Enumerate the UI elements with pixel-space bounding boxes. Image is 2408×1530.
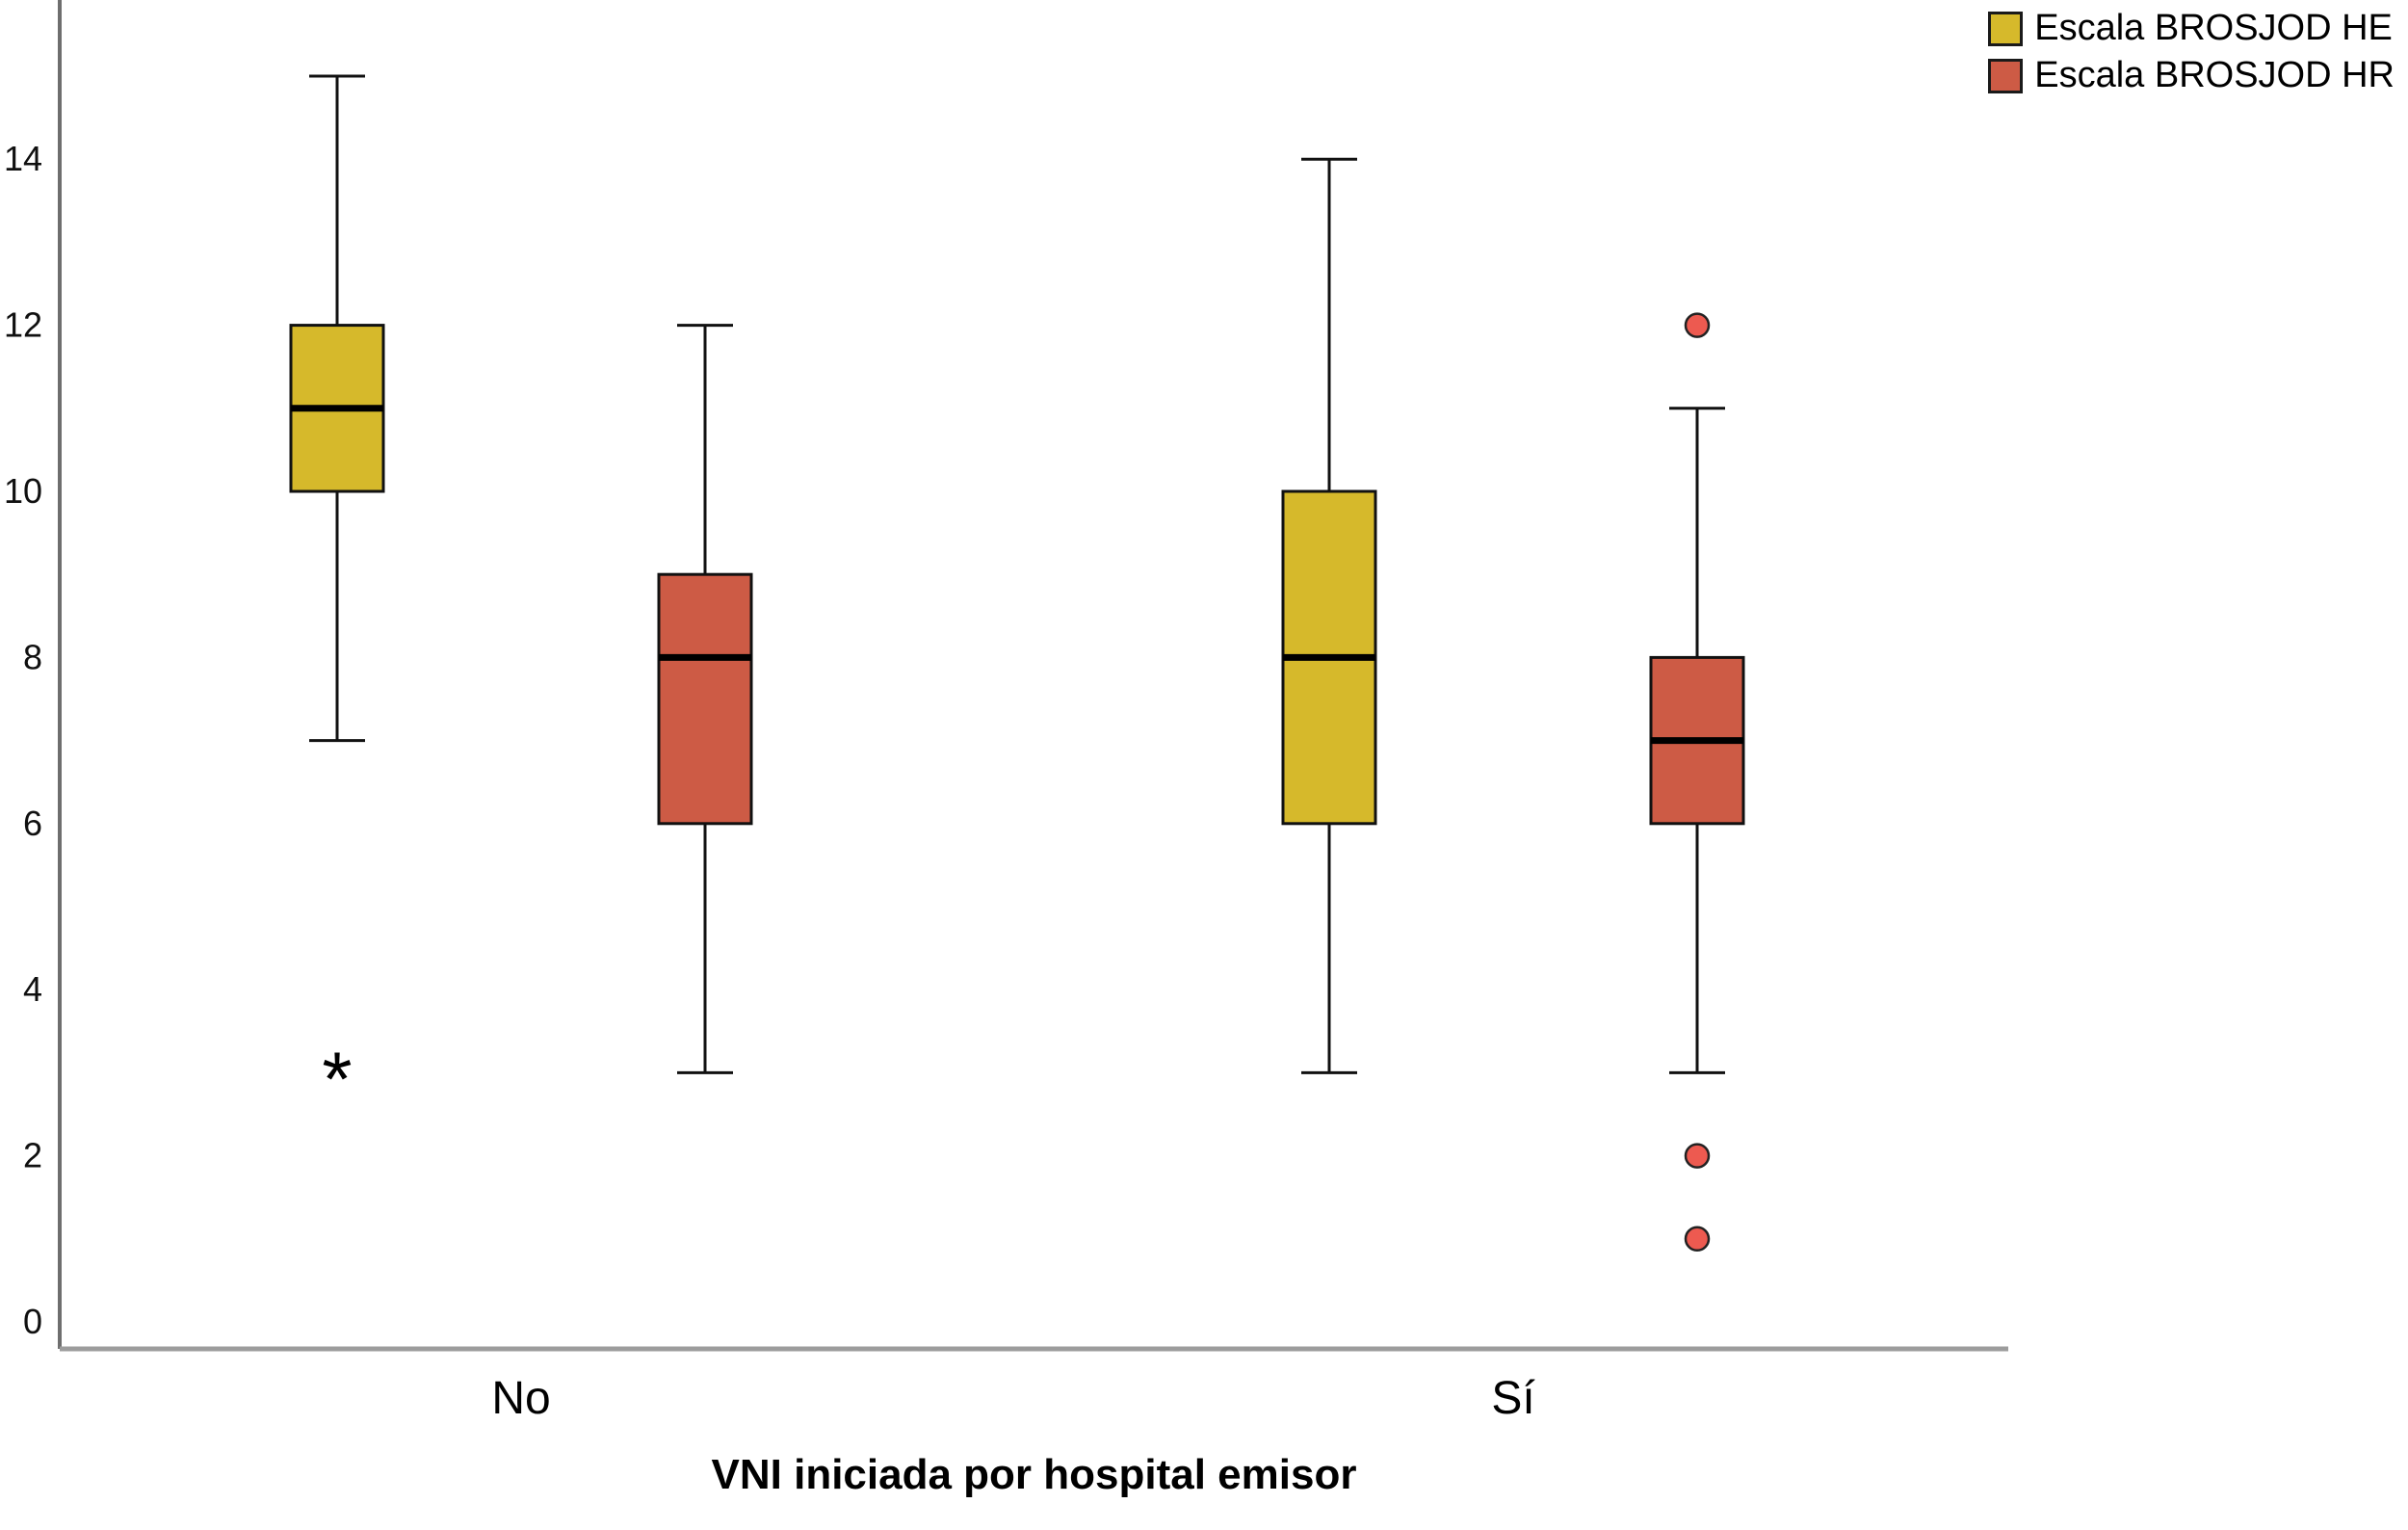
outlier-circle-hr-si-2 [1684, 1143, 1711, 1169]
y-tick-label-8: 8 [23, 637, 42, 676]
y-tick-label-10: 10 [4, 471, 42, 511]
y-tick-label-2: 2 [23, 1136, 42, 1175]
legend-label-he: Escala BROSJOD HE [2034, 8, 2393, 48]
y-tick-label-6: 6 [23, 804, 42, 843]
outlier-circle-hr-si-12 [1684, 312, 1711, 338]
x-category-label-si: Sí [1491, 1373, 1535, 1424]
legend: Escala BROSJOD HE Escala BROSJOD HR [1988, 8, 2395, 96]
iqr-box-hr-no [657, 572, 753, 826]
y-tick-label-12: 12 [4, 305, 42, 345]
y-tick-label-14: 14 [4, 139, 42, 178]
legend-swatch-he-icon [1988, 11, 2024, 46]
legend-item-he: Escala BROSJOD HE [1988, 8, 2395, 49]
outlier-circle-hr-si-1 [1684, 1226, 1711, 1253]
outlier-star-he-no-3: * [322, 1036, 352, 1121]
y-tick-label-4: 4 [23, 969, 42, 1009]
legend-swatch-hr-icon [1988, 58, 2024, 93]
x-axis-title: VNI iniciada por hospital emisor [711, 1451, 1357, 1498]
legend-label-hr: Escala BROSJOD HR [2034, 55, 2395, 95]
x-category-label-no: No [491, 1373, 551, 1424]
legend-item-hr: Escala BROSJOD HR [1988, 55, 2395, 96]
y-tick-label-0: 0 [23, 1302, 42, 1341]
